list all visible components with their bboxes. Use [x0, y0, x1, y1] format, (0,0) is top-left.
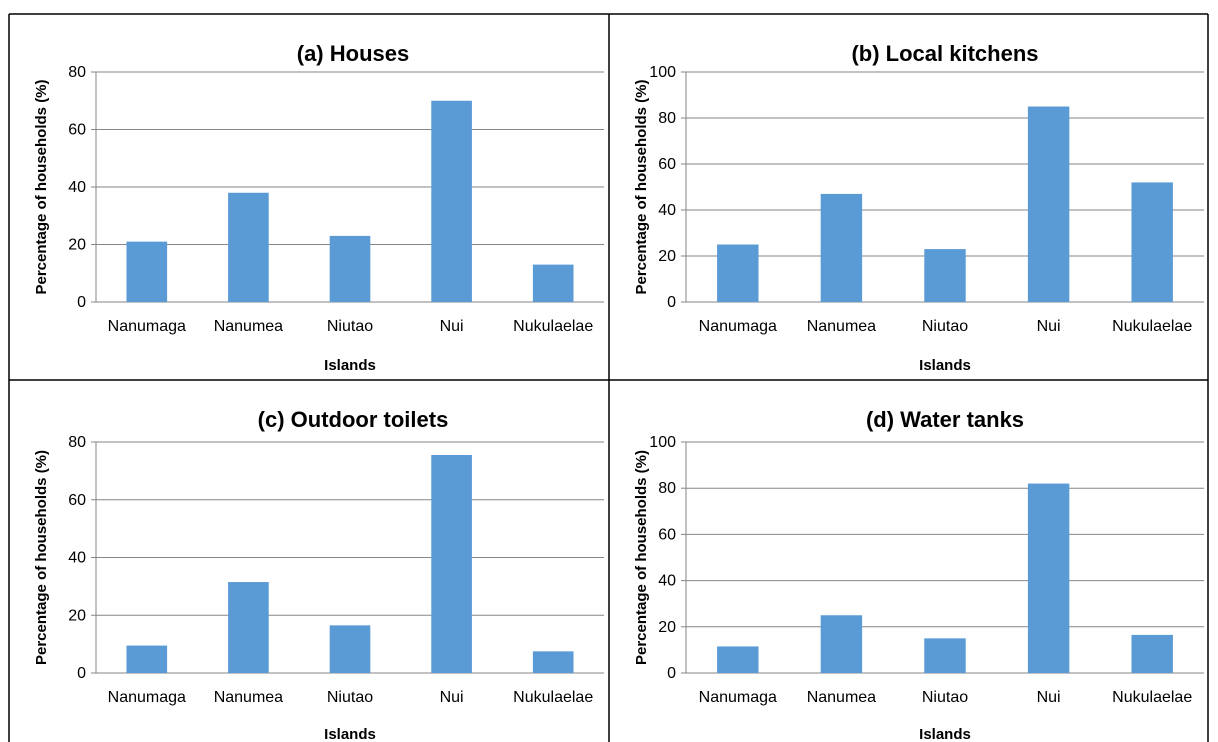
y-axis-label: Percentage of households (%) — [33, 79, 50, 294]
y-tick-label: 20 — [658, 248, 676, 265]
x-axis-label: Islands — [324, 357, 376, 374]
bar-nanumaga — [717, 646, 759, 673]
x-tick-label-nukulaelae: Nukulaelae — [513, 318, 593, 335]
bar-nukulaelae — [1131, 634, 1173, 673]
x-tick-label-niutao: Niutao — [922, 689, 968, 706]
x-tick-label-nanumea: Nanumea — [214, 689, 283, 706]
x-tick-label-niutao: Niutao — [922, 318, 968, 335]
y-tick-label: 20 — [658, 619, 676, 636]
y-axis-label: Percentage of households (%) — [633, 79, 650, 294]
panel-frame — [8, 13, 1209, 742]
y-tick-label: 40 — [68, 179, 86, 196]
y-tick-label: 0 — [667, 294, 676, 311]
y-tick-label: 80 — [658, 480, 676, 497]
x-tick-label-nanumea: Nanumea — [214, 318, 283, 335]
x-axis-label: Islands — [919, 726, 971, 742]
y-tick-label: 40 — [658, 202, 676, 219]
y-tick-label: 60 — [658, 156, 676, 173]
y-tick-label: 80 — [68, 434, 86, 451]
x-tick-label-nanumaga: Nanumaga — [108, 318, 186, 335]
bar-nui — [1027, 106, 1070, 302]
chart-title: (c) Outdoor toilets — [258, 407, 449, 432]
bar-niutao — [924, 638, 966, 673]
bar-nanumaga — [717, 244, 759, 302]
y-tick-label: 60 — [658, 526, 676, 543]
y-axis-label: Percentage of households (%) — [33, 450, 50, 665]
x-tick-label-niutao: Niutao — [327, 689, 373, 706]
bar-nanumaga — [126, 241, 168, 302]
x-tick-label-nui: Nui — [440, 318, 464, 335]
x-tick-label-niutao: Niutao — [327, 318, 373, 335]
y-tick-label: 20 — [68, 237, 86, 254]
bar-nanumea — [228, 192, 269, 302]
chart-panel-local-kitchens: (b) Local kitchens Percentage of househo… — [633, 41, 1204, 374]
x-tick-label-nanumaga: Nanumaga — [108, 689, 186, 706]
x-tick-label-nui: Nui — [440, 689, 464, 706]
chart-panel-outdoor-toilets: (c) Outdoor toilets Percentage of househ… — [33, 407, 604, 742]
chart-title: (b) Local kitchens — [851, 41, 1038, 66]
bar-nanumea — [228, 582, 269, 673]
x-tick-label-nukulaelae: Nukulaelae — [513, 689, 593, 706]
bar-nui — [1027, 483, 1070, 673]
bar-nanumea — [820, 193, 863, 302]
chart-title: (d) Water tanks — [866, 407, 1024, 432]
y-tick-label: 100 — [649, 434, 676, 451]
bar-nukulaelae — [532, 651, 574, 673]
y-tick-label: 0 — [667, 665, 676, 682]
x-axis-label: Islands — [919, 357, 971, 374]
y-axis-label: Percentage of households (%) — [633, 450, 650, 665]
bar-nukulaelae — [1131, 182, 1173, 302]
y-tick-label: 60 — [68, 492, 86, 509]
y-tick-label: 20 — [68, 607, 86, 624]
x-axis-label: Islands — [324, 726, 376, 742]
y-tick-label: 40 — [658, 573, 676, 590]
y-tick-label: 60 — [68, 122, 86, 139]
y-tick-label: 100 — [649, 64, 676, 81]
bar-niutao — [329, 625, 371, 673]
bar-niutao — [924, 249, 966, 302]
bar-nui — [431, 454, 472, 673]
bar-nanumaga — [126, 645, 168, 673]
x-tick-label-nui: Nui — [1037, 689, 1061, 706]
chart-panel-houses: (a) Houses Percentage of households (%) … — [33, 41, 604, 374]
x-tick-label-nukulaelae: Nukulaelae — [1112, 689, 1192, 706]
chart-panel-water-tanks: (d) Water tanks Percentage of households… — [633, 407, 1204, 742]
y-tick-label: 80 — [658, 110, 676, 127]
bar-nui — [431, 100, 472, 302]
x-tick-label-nanumea: Nanumea — [807, 318, 876, 335]
bar-nanumea — [820, 615, 863, 673]
bar-nukulaelae — [532, 264, 574, 302]
bar-niutao — [329, 235, 371, 302]
y-tick-label: 80 — [68, 64, 86, 81]
x-tick-label-nui: Nui — [1037, 318, 1061, 335]
x-tick-label-nanumaga: Nanumaga — [699, 318, 777, 335]
y-tick-label: 40 — [68, 550, 86, 567]
x-tick-label-nukulaelae: Nukulaelae — [1112, 318, 1192, 335]
y-tick-label: 0 — [77, 294, 86, 311]
y-tick-label: 0 — [77, 665, 86, 682]
x-tick-label-nanumaga: Nanumaga — [699, 689, 777, 706]
x-tick-label-nanumea: Nanumea — [807, 689, 876, 706]
chart-title: (a) Houses — [297, 41, 409, 66]
